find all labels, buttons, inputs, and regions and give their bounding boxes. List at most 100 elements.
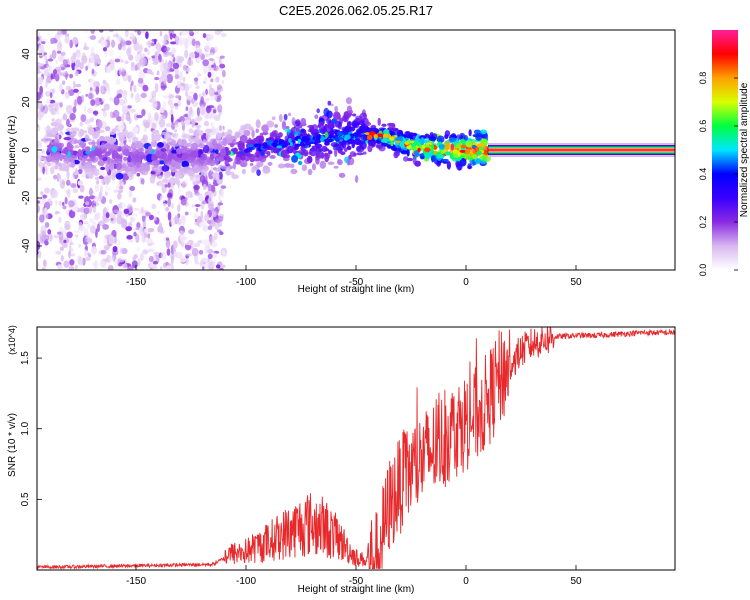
ridge-blob [218,155,224,161]
ridge-core [460,144,467,149]
ridge-blob [157,180,164,187]
ridge-blob [190,150,199,159]
noise-dot [216,30,224,33]
ridge-core [366,134,373,141]
ridge-blob [105,143,114,150]
noise-dot [138,52,144,57]
noise-dot [203,65,207,75]
noise-dot [165,123,172,128]
noise-dot [61,201,65,206]
ridge-blob [72,171,80,176]
ridge-blob [280,149,288,159]
noise-dot [146,48,151,56]
ridge-blob [81,158,86,167]
ridge-blob [307,128,316,133]
ridge-blob [213,173,220,180]
noise-dot [95,85,100,95]
ridge-blob [222,137,228,147]
ridge-blob [214,157,219,166]
noise-dot [102,47,107,52]
ridge-blob [91,164,96,168]
ridge-blob [295,127,300,132]
noise-dot [142,84,149,92]
noise-dot [174,124,179,128]
noise-dot [184,211,189,216]
noise-dot [208,190,214,199]
noise-dot [191,97,195,105]
noise-dot [205,52,209,58]
noise-dot [92,220,96,227]
ridge-blob [76,152,84,158]
noise-dot [79,62,84,70]
ridge-blob [51,146,58,153]
ridge-blob [152,130,160,134]
ridge-blob [150,171,156,175]
noise-dot [202,238,210,246]
spectrogram-panel: -150 -100 -50 0 50 -40 -20 0 20 40 Height of str… [7,29,676,295]
noise-dot [66,169,70,180]
noise-dot [143,232,148,239]
ridge-blob [50,127,59,136]
noise-dot [132,207,140,211]
noise-dot [177,187,181,194]
noise-dot [221,189,224,199]
ridge-core [289,142,293,147]
noise-dot [218,193,222,201]
noise-dot [159,30,163,37]
noise-dot [87,92,93,100]
noise-dot [207,112,215,120]
noise-dot [57,30,63,36]
ridge-blob [377,117,381,126]
noise-dot [96,223,101,233]
spectrogram-y-ticks: -40 -20 0 20 40 [21,48,42,253]
noise-dot [148,214,154,221]
ridge-blob [287,145,294,154]
noise-dot [213,114,221,122]
noise-dot [51,49,57,60]
noise-dot [72,36,79,45]
ridge-core [243,148,251,153]
noise-dot [79,121,84,127]
noise-dot [169,110,174,115]
ridge-blob [394,137,401,141]
noise-dot [69,242,74,246]
noise-dot [194,261,199,265]
ridge-blob [314,114,319,120]
noise-dot [44,211,49,221]
ridge-core [430,144,435,150]
ridge-blob [290,133,295,141]
noise-dot [221,69,226,78]
ridge-blob [278,114,283,122]
noise-dot [184,119,191,127]
ridge-blob [309,147,316,152]
ridge-blob [256,169,261,176]
ridge-blob [79,128,85,137]
noise-dot [118,89,123,93]
noise-dot [44,55,48,61]
ridge-blob [121,173,130,181]
noise-dot [37,204,40,213]
noise-dot [71,205,79,212]
noise-dot [191,38,196,47]
noise-dot [147,227,155,233]
noise-dot [105,206,109,212]
ridge-blob [50,166,55,175]
ridge-blob [293,131,301,137]
noise-dot [108,30,114,33]
noise-dot [196,71,200,79]
ridge-blob [337,121,342,130]
noise-dot [176,80,181,89]
noise-dot [216,84,223,90]
noise-dot [160,114,166,120]
ridge-blob [123,156,128,161]
noise-dot [89,53,95,62]
noise-dot [157,211,161,215]
noise-dot [92,261,97,267]
noise-dot [178,181,182,189]
noise-dot [134,93,140,103]
noise-dot [193,184,200,190]
ridge-blob [284,128,291,133]
noise-dot [52,174,58,180]
ridge-blob [347,109,354,114]
noise-dot [84,119,91,125]
